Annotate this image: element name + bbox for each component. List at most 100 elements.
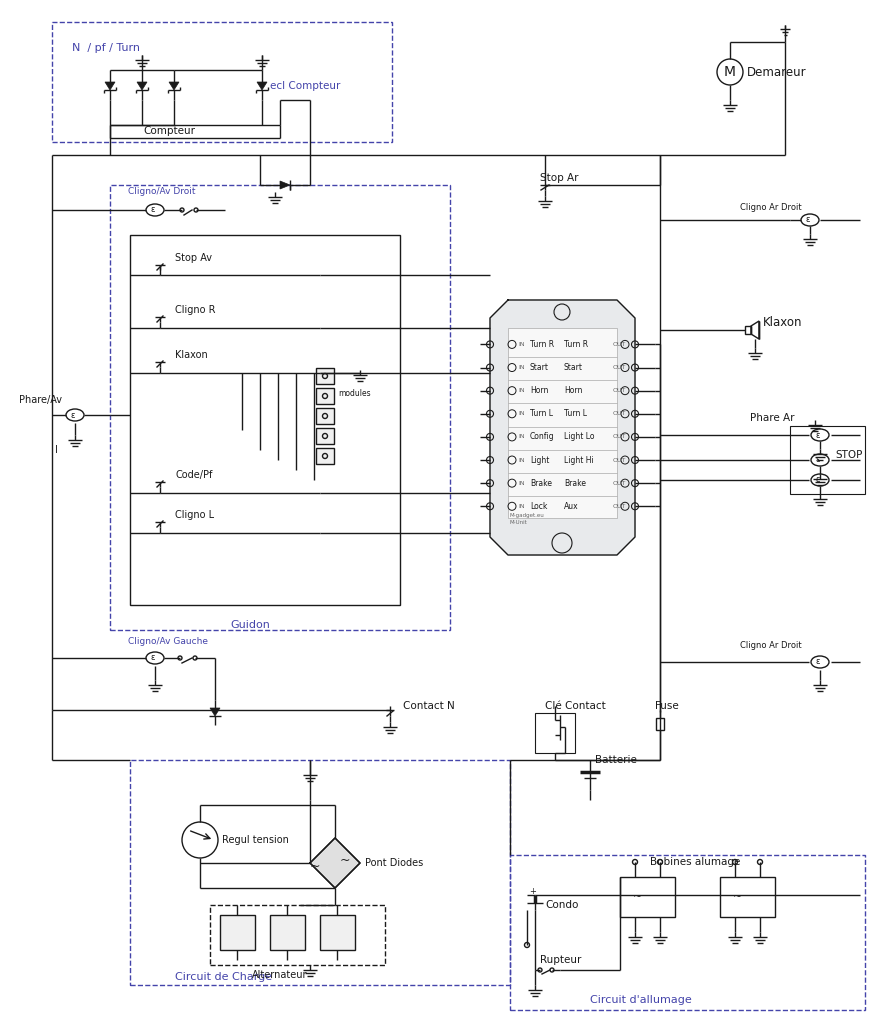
Text: M-gadget.eu: M-gadget.eu [510, 512, 544, 518]
Text: modules: modules [338, 388, 371, 398]
Bar [220, 915, 255, 950]
Text: N  / pf / Turn: N / pf / Turn [72, 43, 140, 53]
Text: ~: ~ [633, 892, 641, 902]
Text: I: I [55, 445, 58, 455]
Text: ε: ε [816, 657, 820, 666]
Text: Contact N: Contact N [403, 701, 455, 711]
Bar [535, 713, 575, 753]
Bar [316, 408, 334, 424]
Text: ε: ε [816, 455, 820, 464]
Text: ~: ~ [732, 892, 742, 902]
Text: Batterie: Batterie [595, 755, 637, 765]
Text: Stop Ar: Stop Ar [540, 173, 579, 183]
Bar [745, 326, 751, 334]
Text: +: + [529, 888, 536, 897]
Text: IN: IN [518, 388, 524, 394]
Bar [110, 184, 450, 630]
Text: Klaxon: Klaxon [763, 316, 803, 328]
Bar [316, 428, 334, 444]
Text: Stop Av: Stop Av [175, 253, 212, 263]
Text: Cligno L: Cligno L [175, 510, 214, 520]
Text: Cligno Ar Droit: Cligno Ar Droit [740, 203, 802, 211]
Text: ε: ε [816, 430, 820, 440]
Text: Brake: Brake [530, 479, 552, 488]
Text: OUT: OUT [613, 435, 626, 440]
Bar [620, 877, 675, 917]
Bar [210, 905, 385, 965]
Bar [316, 388, 334, 404]
Text: ~: ~ [310, 860, 321, 872]
Text: Brake: Brake [564, 479, 586, 488]
Text: OUT: OUT [613, 342, 626, 346]
Text: ecl Compteur: ecl Compteur [270, 81, 340, 91]
Bar [510, 855, 865, 1010]
Text: Demareur: Demareur [747, 66, 807, 79]
Text: IN: IN [518, 457, 524, 462]
Text: ε: ε [70, 410, 75, 419]
Text: Regul tension: Regul tension [222, 835, 289, 845]
Polygon shape [137, 82, 147, 90]
Text: OUT: OUT [613, 503, 626, 508]
Text: STOP: STOP [835, 450, 862, 460]
Text: Cligno/Av Gauche: Cligno/Av Gauche [128, 638, 208, 647]
Text: Cligno/Av Droit: Cligno/Av Droit [128, 188, 196, 197]
Text: IN: IN [518, 481, 524, 486]
Bar [270, 915, 305, 950]
Text: OUT: OUT [613, 411, 626, 416]
Polygon shape [310, 838, 360, 888]
Text: Code/Pf: Code/Pf [175, 470, 212, 480]
Text: IN: IN [518, 503, 524, 508]
Text: IN: IN [518, 435, 524, 440]
Text: Cligno R: Cligno R [175, 305, 216, 315]
Bar [316, 448, 334, 464]
Polygon shape [280, 181, 290, 189]
Text: Start: Start [564, 363, 583, 372]
Text: Config: Config [530, 433, 555, 442]
Text: Horn: Horn [564, 386, 582, 396]
Text: Horn: Horn [530, 386, 548, 396]
Text: OUT: OUT [613, 457, 626, 462]
Text: Circuit d'allumage: Circuit d'allumage [590, 995, 692, 1004]
Text: Compteur: Compteur [143, 126, 195, 136]
Text: M-Unit: M-Unit [510, 521, 528, 526]
Polygon shape [257, 82, 267, 90]
Bar [508, 328, 617, 518]
Text: IN: IN [518, 411, 524, 416]
Text: Turn R: Turn R [530, 340, 554, 348]
Polygon shape [169, 82, 179, 90]
Text: Guidon: Guidon [230, 620, 270, 630]
Bar [130, 760, 510, 985]
Bar [130, 235, 400, 605]
Text: Light Lo: Light Lo [564, 433, 595, 442]
Polygon shape [490, 300, 635, 555]
Polygon shape [105, 82, 115, 90]
Text: IN: IN [518, 342, 524, 346]
Bar [720, 877, 775, 917]
Text: OUT: OUT [613, 481, 626, 486]
Text: Light: Light [530, 455, 550, 464]
Bar [52, 22, 392, 142]
Text: Turn R: Turn R [564, 340, 589, 348]
Text: M: M [724, 65, 736, 79]
Text: Cligno Ar Droit: Cligno Ar Droit [740, 641, 802, 650]
Text: ε: ε [816, 476, 820, 485]
Text: Circuit de Charge: Circuit de Charge [175, 972, 272, 982]
Text: Klaxon: Klaxon [175, 350, 208, 360]
Text: OUT: OUT [613, 388, 626, 394]
Polygon shape [210, 708, 220, 716]
Bar [316, 368, 334, 384]
Text: Light Hi: Light Hi [564, 455, 594, 464]
Text: Alternateur: Alternateur [252, 970, 307, 980]
Text: Lock: Lock [530, 502, 547, 510]
Text: Phare Ar: Phare Ar [750, 413, 795, 423]
Text: Start: Start [530, 363, 549, 372]
Text: Aux: Aux [564, 502, 579, 510]
Text: Rupteur: Rupteur [540, 955, 581, 965]
Bar [656, 718, 664, 730]
Text: OUT: OUT [613, 365, 626, 370]
Text: Condo: Condo [545, 900, 578, 910]
Text: Turn L: Turn L [530, 409, 553, 418]
Text: ~: ~ [340, 854, 351, 866]
Bar [320, 915, 355, 950]
Text: ε: ε [151, 205, 155, 214]
